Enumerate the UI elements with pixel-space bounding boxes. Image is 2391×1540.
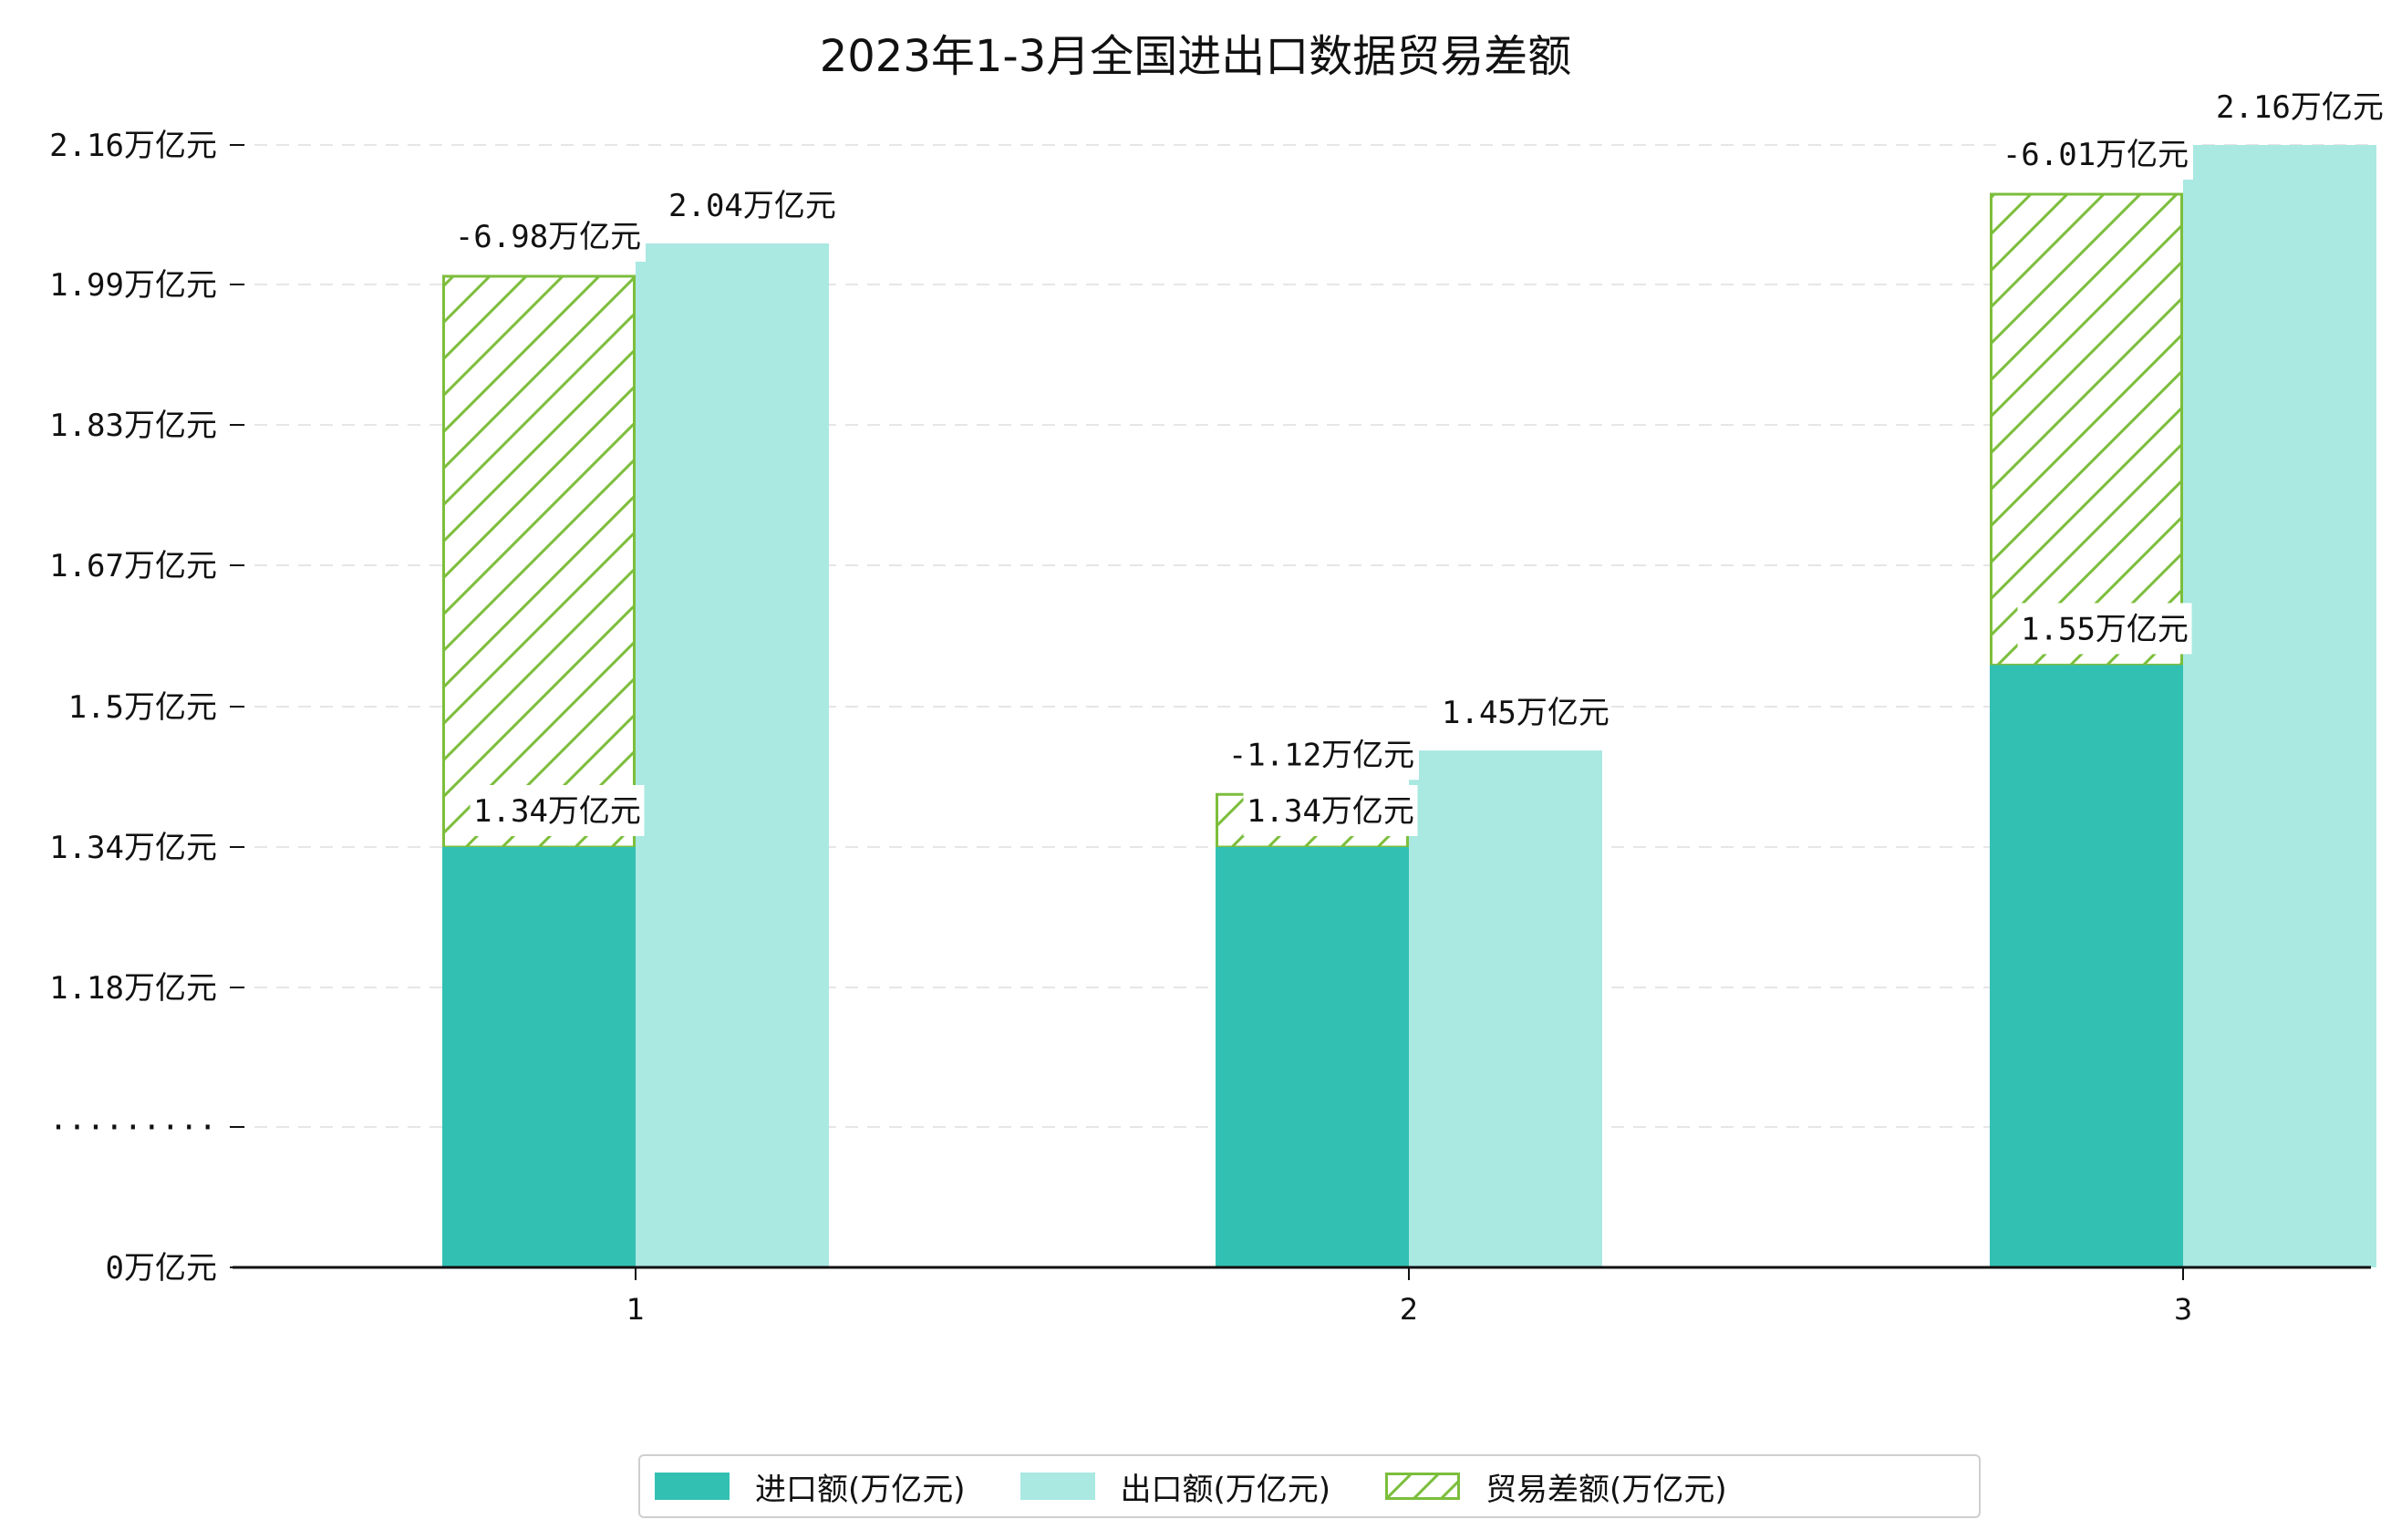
legend: 进口额(万亿元) 出口额(万亿元) 贸易差额(万亿元) xyxy=(638,1454,1981,1518)
x-tick-label: 2 xyxy=(1400,1292,1418,1327)
legend-item-balance: 贸易差额(万亿元) xyxy=(1385,1464,1727,1509)
y-tick-label: 2.16万亿元 xyxy=(49,128,217,164)
label-import: 1.34万亿元 xyxy=(473,793,641,830)
label-balance: -1.12万亿元 xyxy=(1228,737,1414,773)
y-tick-label: 1.83万亿元 xyxy=(49,408,217,444)
y-tick-label: 0万亿元 xyxy=(106,1250,217,1287)
legend-swatch-export xyxy=(1020,1473,1095,1500)
legend-item-export: 出口额(万亿元) xyxy=(1020,1464,1331,1509)
x-tick-label: 3 xyxy=(2174,1292,2192,1327)
label-export-bg xyxy=(1429,687,1603,739)
label-balance: -6.01万亿元 xyxy=(2003,137,2189,173)
label-export: 2.04万亿元 xyxy=(668,188,836,224)
bar-export xyxy=(2183,145,2376,1267)
label-export: 1.45万亿元 xyxy=(1442,695,1610,731)
legend-item-import: 进口额(万亿元) xyxy=(655,1464,966,1509)
legend-label-export: 出口额(万亿元) xyxy=(1120,1471,1331,1508)
bar-export xyxy=(636,243,829,1267)
bar-balance xyxy=(1990,192,2183,667)
bar-export xyxy=(1409,750,1602,1267)
label-import-bg xyxy=(1243,785,1418,836)
bar-import xyxy=(1216,847,1409,1267)
y-tick-label: 1.34万亿元 xyxy=(49,830,217,866)
label-import-bg xyxy=(2017,603,2192,655)
label-export-bg xyxy=(656,180,830,231)
label-import: 1.55万亿元 xyxy=(2021,611,2189,647)
y-tick-label: 1.5万亿元 xyxy=(68,689,217,726)
y-tick-label: ········· xyxy=(49,1110,217,1146)
bar-import xyxy=(442,847,636,1267)
legend-label-balance: 贸易差额(万亿元) xyxy=(1485,1471,1727,1508)
label-export-bg xyxy=(2203,81,2377,132)
chart-title: 2023年1-3月全国进出口数据贸易差额 xyxy=(819,31,1572,82)
label-balance: -6.98万亿元 xyxy=(455,219,641,255)
label-balance-bg xyxy=(450,211,646,262)
legend-label-import: 进口额(万亿元) xyxy=(755,1471,966,1508)
y-tick-label: 1.99万亿元 xyxy=(49,267,217,304)
y-tick-label: 1.67万亿元 xyxy=(49,548,217,584)
label-import: 1.34万亿元 xyxy=(1247,793,1414,830)
label-import-bg xyxy=(470,785,645,836)
label-balance-bg xyxy=(1998,129,2193,180)
label-balance-bg xyxy=(1224,729,1419,780)
bar-import xyxy=(1990,665,2183,1267)
legend-swatch-balance xyxy=(1385,1473,1461,1500)
label-export: 2.16万亿元 xyxy=(2216,89,2384,126)
y-tick-label: 1.18万亿元 xyxy=(49,970,217,1007)
bar-balance xyxy=(442,274,636,849)
x-tick-label: 1 xyxy=(626,1292,645,1327)
legend-swatch-import xyxy=(655,1473,730,1500)
